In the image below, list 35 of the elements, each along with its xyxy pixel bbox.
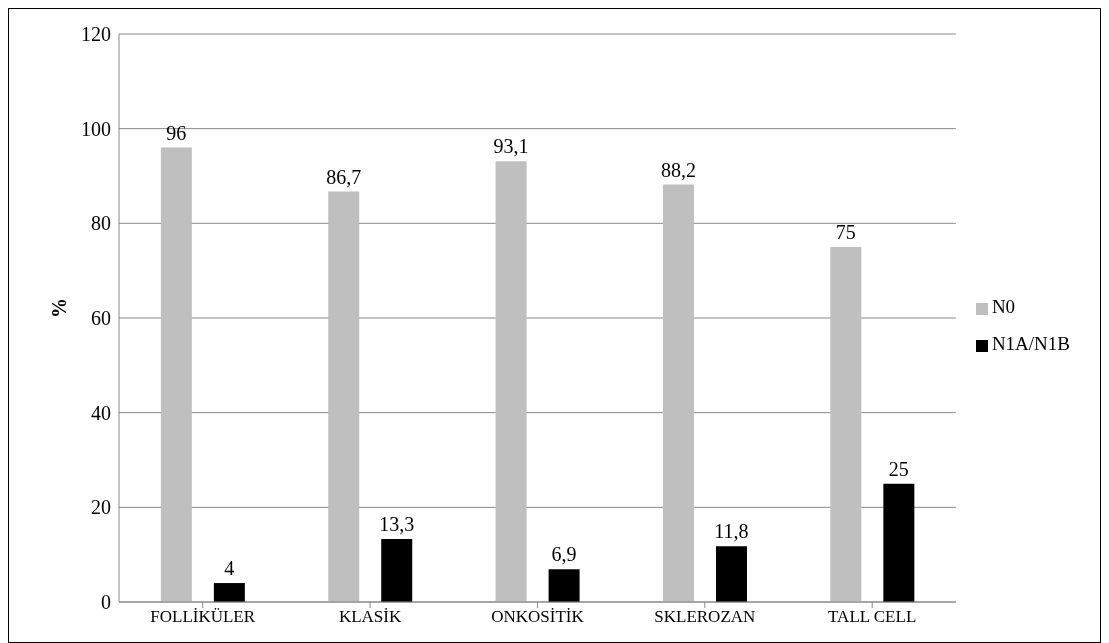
x-tick-label: KLASİK: [338, 607, 402, 627]
x-tick-label: SKLEROZAN: [654, 607, 756, 627]
y-tick-label: 60: [91, 307, 111, 330]
y-tick-label: 80: [91, 212, 111, 235]
data-label: 4: [224, 557, 235, 580]
bar: [328, 191, 360, 602]
data-label: 75: [835, 221, 856, 243]
y-tick-label: 120: [81, 23, 111, 46]
legend-label: N0: [991, 295, 1016, 317]
y-tick-label: 20: [91, 496, 111, 519]
y-axis-title: %: [48, 298, 71, 318]
x-tick-label: FOLLİKÜLER: [150, 607, 256, 627]
data-label: 93,1: [493, 135, 529, 158]
data-label: 88,2: [660, 158, 696, 181]
bar: [548, 569, 580, 602]
bar: [381, 539, 413, 602]
bar: [495, 161, 527, 602]
bar: [715, 546, 747, 602]
data-label: 86,7: [326, 165, 362, 188]
x-tick-label: TALL CELL: [828, 607, 917, 627]
bar: [883, 483, 915, 602]
legend-label: N1A/N1B: [991, 332, 1070, 354]
bar: [160, 147, 192, 602]
data-label: 96: [166, 121, 187, 144]
x-tick-label: ONKOSİTİK: [491, 607, 585, 627]
data-label: 13,3: [379, 513, 415, 536]
y-tick-label: 100: [81, 117, 111, 140]
data-label: 25: [888, 457, 909, 480]
y-tick-label: 0: [101, 591, 111, 614]
data-label: 11,8: [714, 520, 749, 543]
bar: [830, 247, 862, 602]
bar: [213, 583, 245, 602]
bar: [662, 184, 694, 602]
y-tick-label: 40: [91, 401, 111, 424]
data-label: 6,9: [551, 543, 577, 566]
